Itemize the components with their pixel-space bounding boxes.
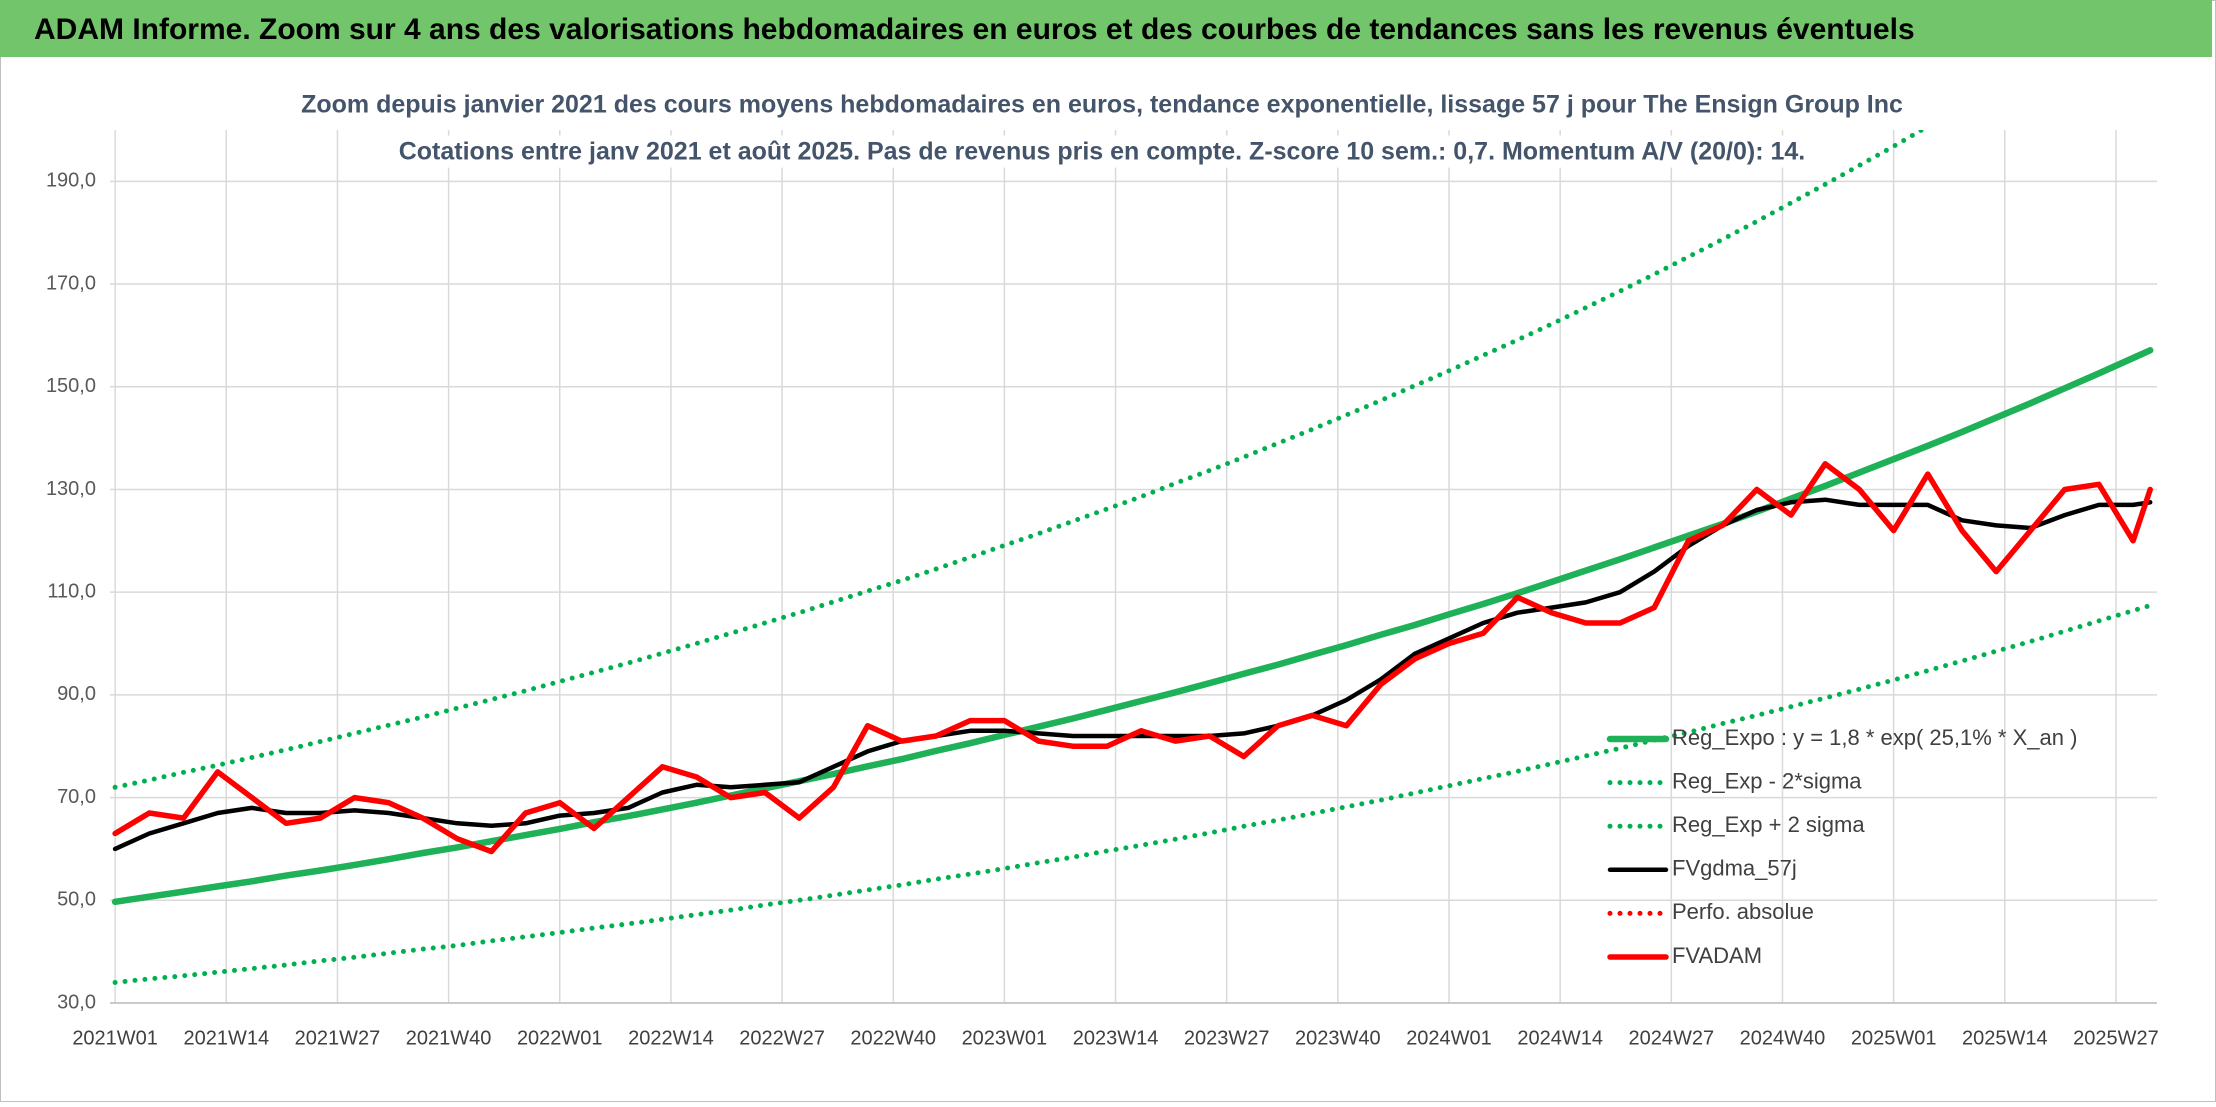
y-tick-label: 90,0 xyxy=(57,683,96,705)
legend-label: Perfo. absolue xyxy=(1672,899,1814,924)
y-tick-label: 130,0 xyxy=(46,478,96,500)
y-tick-label: 70,0 xyxy=(57,786,96,808)
series-line xyxy=(112,130,1927,790)
y-tick-label: 110,0 xyxy=(47,580,96,602)
x-tick-label: 2021W27 xyxy=(295,1027,381,1049)
chart-subtitle: Cotations entre janv 2021 et août 2025. … xyxy=(399,138,1806,166)
series-group xyxy=(111,130,2154,985)
x-tick-label: 2022W40 xyxy=(850,1027,936,1049)
x-tick-label: 2024W01 xyxy=(1406,1027,1492,1049)
x-tick-label: 2022W27 xyxy=(739,1027,825,1049)
legend-label: Reg_Exp - 2*sigma xyxy=(1672,768,1862,793)
y-tick-label: 30,0 xyxy=(57,991,96,1013)
plot-area: 30,0 50,0 70,0 90,0 110,0 130,0 150,0 170,0 190,… xyxy=(46,130,2159,1049)
y-tick-label: 170,0 xyxy=(46,272,96,294)
legend-label: Reg_Exp + 2 sigma xyxy=(1672,812,1865,837)
x-tick-label: 2025W01 xyxy=(1851,1027,1937,1049)
x-tick-label: 2025W14 xyxy=(1962,1027,2048,1049)
x-tick-label: 2022W01 xyxy=(517,1027,603,1049)
x-tick-label: 2025W27 xyxy=(2073,1027,2159,1049)
chart-subtitle: Zoom depuis janvier 2021 des cours moyen… xyxy=(301,91,1903,119)
y-tick-label: 150,0 xyxy=(46,375,96,397)
series-line xyxy=(112,497,2153,852)
series-line xyxy=(112,461,2153,855)
banner xyxy=(0,0,2212,57)
subtitle-backing xyxy=(392,135,1812,168)
x-tick-label: 2024W40 xyxy=(1740,1027,1826,1049)
subtitle-backing xyxy=(295,88,1910,121)
series-line xyxy=(111,347,2154,906)
x-tick-label: 2024W14 xyxy=(1517,1027,1603,1049)
x-tick-label: 2021W40 xyxy=(406,1027,492,1049)
x-tick-label: 2023W27 xyxy=(1184,1027,1270,1049)
legend-label: FVgdma_57j xyxy=(1672,856,1797,881)
y-tick-label: 50,0 xyxy=(57,889,96,911)
x-tick-label: 2023W40 xyxy=(1295,1027,1381,1049)
x-tick-label: 2023W01 xyxy=(962,1027,1048,1049)
page-title: ADAM Informe. Zoom sur 4 ans des valoris… xyxy=(34,13,1915,46)
x-tick-label: 2022W14 xyxy=(628,1027,714,1049)
x-tick-label: 2024W27 xyxy=(1629,1027,1715,1049)
x-tick-label: 2023W14 xyxy=(1073,1027,1159,1049)
legend-label: FVADAM xyxy=(1672,943,1762,968)
overlay: Zoom depuis janvier 2021 des cours moyen… xyxy=(295,88,2077,968)
x-tick-label: 2021W01 xyxy=(72,1027,158,1049)
y-tick-label: 190,0 xyxy=(46,170,96,192)
x-tick-label: 2021W14 xyxy=(183,1027,269,1049)
legend-label: Reg_Expo : y = 1,8 * exp( 25,1% * X_an ) xyxy=(1672,725,2077,750)
